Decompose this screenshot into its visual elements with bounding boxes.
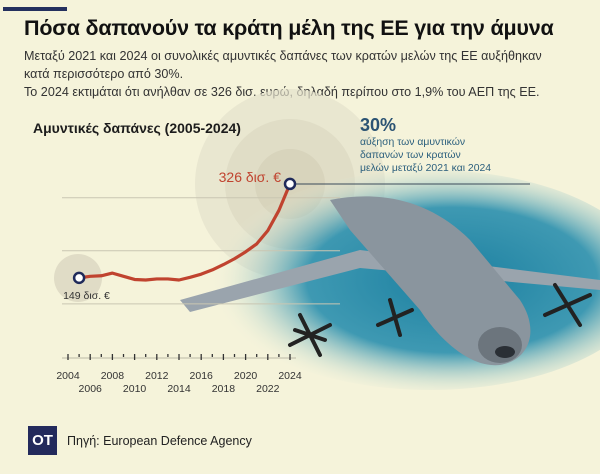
- x-tick-label: 2014: [167, 383, 191, 395]
- annotation: 30% αύξηση των αμυντικών δαπανών των κρα…: [360, 115, 491, 175]
- subtitle: Μεταξύ 2021 και 2024 οι συνολικές αμυντι…: [24, 47, 584, 101]
- airplane-image: [180, 196, 600, 366]
- series-line: [78, 183, 292, 282]
- x-tick-label: 2020: [234, 370, 258, 382]
- footer: ΟΤ Πηγή: European Defence Agency: [28, 426, 252, 455]
- annotation-line: δαπανών των κρατών: [360, 150, 461, 161]
- x-tick-label: 2024: [278, 370, 302, 382]
- data-label: 326 δισ. €: [219, 169, 282, 185]
- x-tick-label: 2018: [212, 383, 236, 395]
- x-tick-label: 2006: [79, 383, 103, 395]
- annotation-value: 30%: [360, 115, 397, 135]
- subtitle-line: Μεταξύ 2021 και 2024 οι συνολικές αμυντι…: [24, 49, 542, 63]
- x-tick-label: 2022: [256, 383, 280, 395]
- data-point-marker: [283, 177, 297, 191]
- x-tick-label: 2004: [56, 370, 80, 382]
- x-tick-label: 2008: [101, 370, 125, 382]
- subtitle-line: κατά περισσότερο από 30%.: [24, 67, 184, 81]
- annotation-line: αύξηση των αμυντικών: [360, 137, 466, 148]
- accent-bar: [3, 7, 67, 11]
- source-text: Πηγή: European Defence Agency: [67, 433, 252, 448]
- x-tick-label: 2012: [145, 370, 169, 382]
- page-title: Πόσα δαπανούν τα κράτη μέλη της ΕΕ για τ…: [24, 16, 554, 40]
- annotation-line: μελών μεταξύ 2021 και 2024: [360, 163, 492, 174]
- ot-logo: ΟΤ: [28, 426, 57, 455]
- data-point-marker: [72, 271, 86, 285]
- x-tick-label: 2016: [190, 370, 214, 382]
- chart-title: Αμυντικές δαπάνες (2005-2024): [33, 120, 241, 136]
- data-label: 149 δισ. €: [63, 290, 110, 302]
- x-tick-label: 2010: [123, 383, 147, 395]
